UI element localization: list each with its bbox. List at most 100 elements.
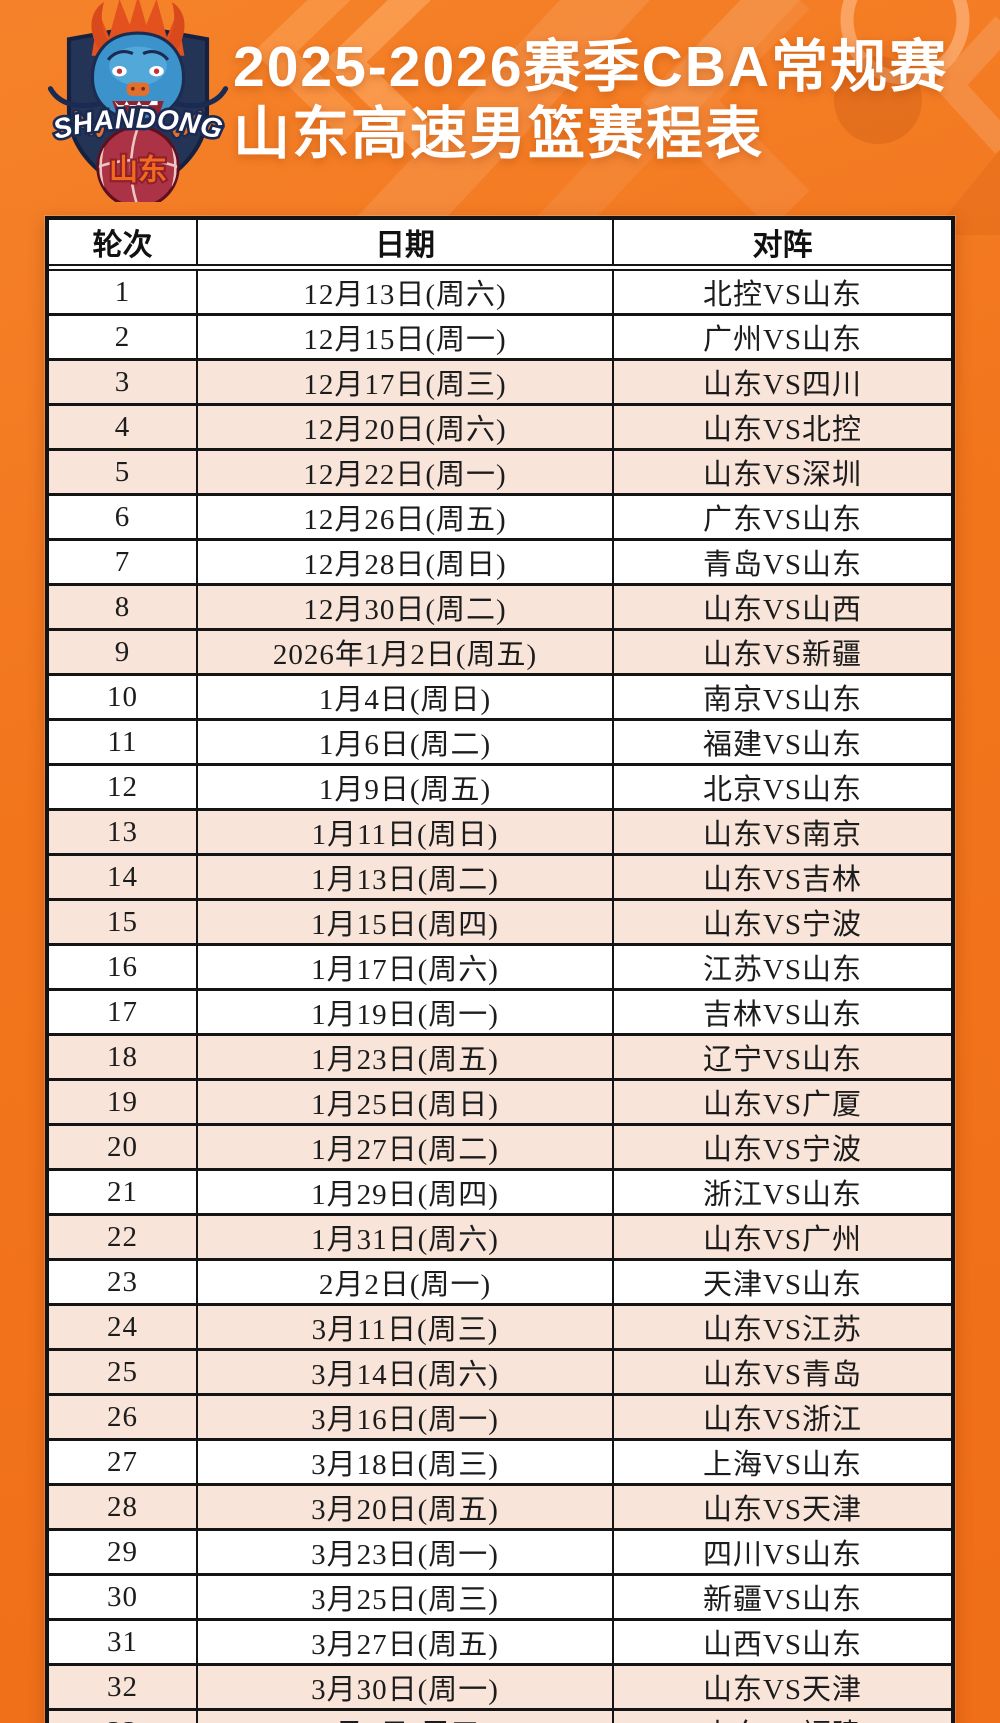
round-cell: 33 (49, 1708, 197, 1723)
matchup-cell: 新疆VS山东 (612, 1573, 951, 1620)
round-cell: 30 (49, 1573, 197, 1620)
round-cell: 16 (49, 943, 197, 990)
matchup-cell: 南京VS山东 (612, 673, 951, 720)
diagonal-streak (340, 0, 650, 235)
matchup-cell: 山东VS吉林 (612, 853, 951, 900)
round-cell: 1 (49, 266, 197, 315)
date-cell: 1月13日(周二) (196, 853, 613, 900)
dark-blob-decor (834, 56, 922, 144)
title-block: 2025-2026赛季CBA常规赛 山东高速男篮赛程表 (233, 36, 948, 166)
team-logo: SHANDONG 山东 (47, 0, 229, 202)
date-cell: 4月1日(周三) (196, 1708, 613, 1723)
matchup-cell: 山东VS青岛 (612, 1348, 951, 1395)
table-row: 31 3月27日(周五) 山西VS山东 (49, 1618, 951, 1665)
table-row: 18 1月23日(周五) 辽宁VS山东 (49, 1033, 951, 1080)
round-cell: 32 (49, 1663, 197, 1710)
matchup-cell: 浙江VS山东 (612, 1168, 951, 1215)
date-cell: 2026年1月2日(周五) (196, 628, 613, 675)
column-header-matchup: 对阵 (612, 220, 951, 271)
column-header-round: 轮次 (49, 220, 197, 271)
round-cell: 10 (49, 673, 197, 720)
matchup-cell: 山东VS新疆 (612, 628, 951, 675)
round-cell: 3 (49, 358, 197, 405)
matchup-cell: 山东VS深圳 (612, 448, 951, 495)
date-cell: 3月27日(周五) (196, 1618, 613, 1665)
matchup-cell: 山东VS北控 (612, 403, 951, 450)
date-cell: 2月2日(周一) (196, 1258, 613, 1305)
table-row: 12 1月9日(周五) 北京VS山东 (49, 763, 951, 810)
table-row: 25 3月14日(周六) 山东VS青岛 (49, 1348, 951, 1395)
date-cell: 1月17日(周六) (196, 943, 613, 990)
date-cell: 1月9日(周五) (196, 763, 613, 810)
table-row: 19 1月25日(周日) 山东VS广厦 (49, 1078, 951, 1125)
table-row: 27 3月18日(周三) 上海VS山东 (49, 1438, 951, 1485)
round-cell: 12 (49, 763, 197, 810)
round-cell: 21 (49, 1168, 197, 1215)
logo-team-name-cn: 山东 (109, 153, 167, 186)
table-row: 24 3月11日(周三) 山东VS江苏 (49, 1303, 951, 1350)
table-row: 10 1月4日(周日) 南京VS山东 (49, 673, 951, 720)
matchup-cell: 山东VS福建 (612, 1708, 951, 1723)
date-cell: 3月14日(周六) (196, 1348, 613, 1395)
matchup-cell: 广州VS山东 (612, 313, 951, 360)
date-cell: 12月22日(周一) (196, 448, 613, 495)
chevron-shape (932, 16, 1000, 154)
table-row: 32 3月30日(周一) 山东VS天津 (49, 1663, 951, 1710)
dragon-brow-right (142, 50, 170, 61)
table-row: 15 1月15日(周四) 山东VS宁波 (49, 898, 951, 945)
date-cell: 12月30日(周二) (196, 583, 613, 630)
round-cell: 15 (49, 898, 197, 945)
round-cell: 8 (49, 583, 197, 630)
date-cell: 3月18日(周三) (196, 1438, 613, 1485)
matchup-cell: 江苏VS山东 (612, 943, 951, 990)
date-cell: 1月6日(周二) (196, 718, 613, 765)
dragon-horn-left (91, 2, 113, 50)
matchup-cell: 北控VS山东 (612, 266, 951, 315)
table-row: 17 1月19日(周一) 吉林VS山东 (49, 988, 951, 1035)
table-row: 13 1月11日(周日) 山东VS南京 (49, 808, 951, 855)
round-cell: 28 (49, 1483, 197, 1530)
date-cell: 1月4日(周日) (196, 673, 613, 720)
date-cell: 12月20日(周六) (196, 403, 613, 450)
date-cell: 1月29日(周四) (196, 1168, 613, 1215)
round-cell: 4 (49, 403, 197, 450)
date-cell: 12月26日(周五) (196, 493, 613, 540)
date-cell: 1月19日(周一) (196, 988, 613, 1035)
round-cell: 11 (49, 718, 197, 765)
table-row: 9 2026年1月2日(周五) 山东VS新疆 (49, 628, 951, 675)
table-row: 30 3月25日(周三) 新疆VS山东 (49, 1573, 951, 1620)
dragon-face-plate (109, 46, 167, 86)
chevron-shape (323, 0, 436, 151)
round-cell: 25 (49, 1348, 197, 1395)
matchup-cell: 四川VS山东 (612, 1528, 951, 1575)
matchup-cell: 山东VS宁波 (612, 898, 951, 945)
date-cell: 3月11日(周三) (196, 1303, 613, 1350)
table-row: 4 12月20日(周六) 山东VS北控 (49, 403, 951, 450)
matchup-cell: 广东VS山东 (612, 493, 951, 540)
table-row: 14 1月13日(周二) 山东VS吉林 (49, 853, 951, 900)
round-cell: 22 (49, 1213, 197, 1260)
matchup-cell: 福建VS山东 (612, 718, 951, 765)
date-cell: 1月15日(周四) (196, 898, 613, 945)
round-cell: 26 (49, 1393, 197, 1440)
date-cell: 12月13日(周六) (196, 266, 613, 315)
date-cell: 3月20日(周五) (196, 1483, 613, 1530)
matchup-cell: 山东VS广州 (612, 1213, 951, 1260)
date-cell: 1月27日(周二) (196, 1123, 613, 1170)
table-row: 5 12月22日(周一) 山东VS深圳 (49, 448, 951, 495)
dragon-icon (91, 0, 185, 123)
date-cell: 3月23日(周一) (196, 1528, 613, 1575)
table-row: 20 1月27日(周二) 山东VS宁波 (49, 1123, 951, 1170)
matchup-cell: 山东VS四川 (612, 358, 951, 405)
matchup-cell: 天津VS山东 (612, 1258, 951, 1305)
table-row: 28 3月20日(周五) 山东VS天津 (49, 1483, 951, 1530)
table-row: 23 2月2日(周一) 天津VS山东 (49, 1258, 951, 1305)
round-cell: 18 (49, 1033, 197, 1080)
round-cell: 19 (49, 1078, 197, 1125)
matchup-cell: 辽宁VS山东 (612, 1033, 951, 1080)
table-row: 7 12月28日(周日) 青岛VS山东 (49, 538, 951, 585)
table-row: 334月1日(周三)山东VS福建 (49, 1708, 951, 1723)
round-cell: 29 (49, 1528, 197, 1575)
date-cell: 12月15日(周一) (196, 313, 613, 360)
